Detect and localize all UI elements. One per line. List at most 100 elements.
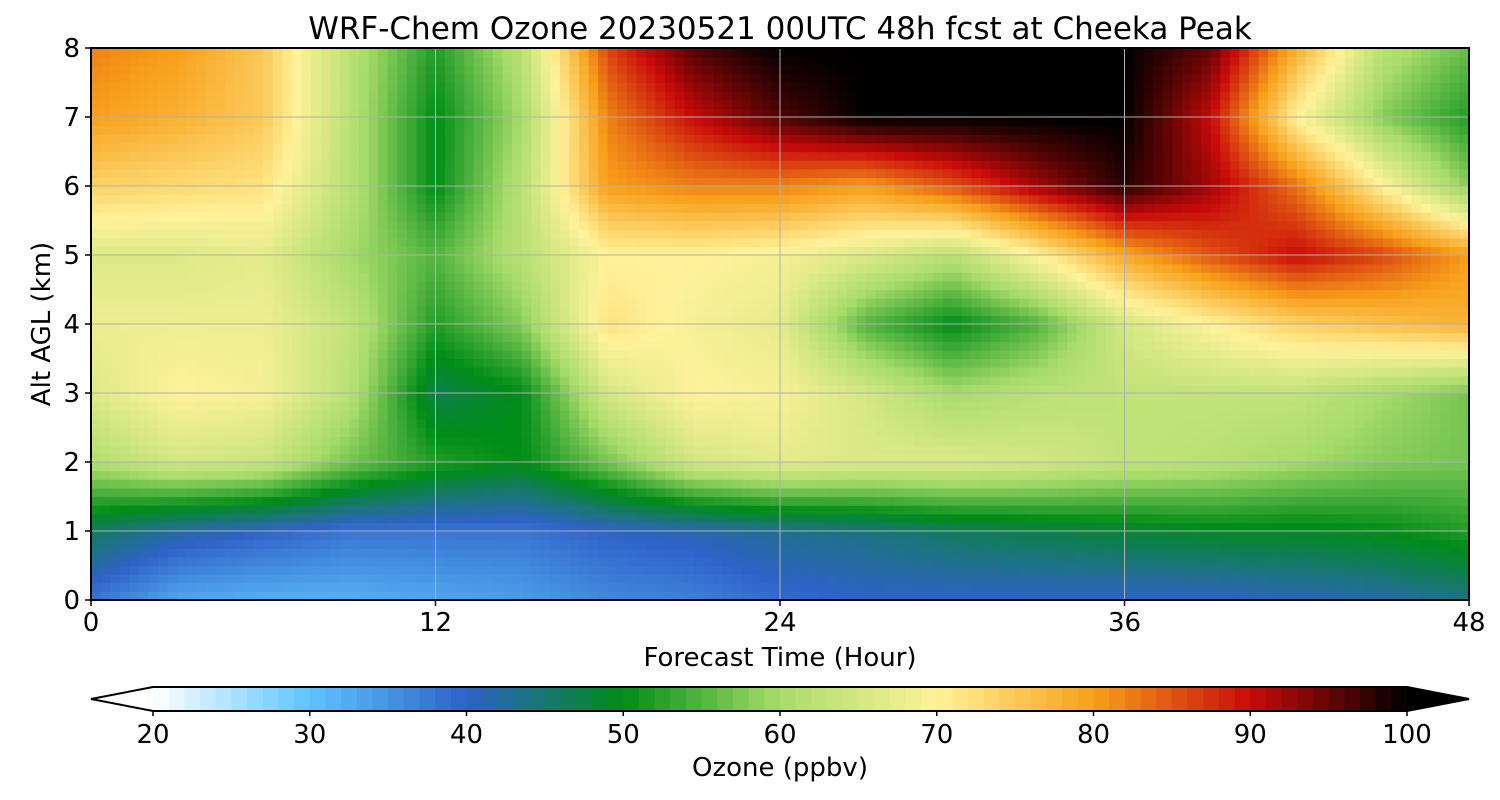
heat-cell <box>799 427 810 437</box>
heat-cell <box>339 556 350 567</box>
heat-cell <box>454 453 465 463</box>
heat-cell <box>1009 427 1020 437</box>
heat-cell <box>741 470 752 480</box>
heat-cell <box>741 393 752 403</box>
heat-cell <box>358 367 370 377</box>
heat-cell <box>1296 393 1307 403</box>
heat-cell <box>923 436 934 446</box>
heat-cell <box>1000 513 1011 523</box>
heat-cell <box>1181 410 1193 420</box>
heat-cell <box>808 556 819 567</box>
heat-cell <box>100 522 111 532</box>
heat-cell <box>502 401 513 411</box>
heat-cell <box>272 315 283 325</box>
heat-cell <box>789 479 800 489</box>
heat-cell <box>751 367 762 377</box>
heat-cell <box>703 410 714 420</box>
heat-cell <box>531 479 542 489</box>
heat-cell <box>186 427 197 437</box>
heat-cell <box>1440 384 1451 394</box>
heat-cell <box>119 436 130 446</box>
heat-cell <box>1277 427 1288 437</box>
heat-cell <box>1459 487 1469 498</box>
heat-cell <box>646 591 657 600</box>
heat-cell <box>406 591 417 600</box>
heat-cell <box>1076 479 1087 489</box>
heat-cell <box>1382 556 1394 567</box>
heat-cell <box>1315 591 1327 600</box>
heat-cell <box>445 375 456 385</box>
heat-cell <box>894 513 905 523</box>
heat-cell <box>617 574 628 584</box>
heat-cell <box>1105 591 1116 600</box>
heat-cell <box>674 479 685 489</box>
heat-cell <box>579 375 590 385</box>
heat-cell <box>483 401 494 411</box>
heat-cell <box>655 531 666 541</box>
heat-cell <box>1449 556 1461 567</box>
heat-cell <box>234 358 245 368</box>
heat-cell <box>923 324 934 334</box>
heat-cell <box>866 298 877 308</box>
heat-cell <box>244 522 255 532</box>
heat-cell <box>1095 582 1106 592</box>
heat-cell <box>129 453 140 463</box>
heat-cell <box>1172 591 1183 600</box>
heat-cell <box>1047 418 1059 429</box>
heat-cell <box>579 315 590 325</box>
heat-cell <box>732 332 743 342</box>
heat-cell <box>1392 453 1403 463</box>
heat-cell <box>1143 358 1154 368</box>
heat-cell <box>416 427 427 437</box>
heat-cell <box>904 531 915 541</box>
heat-cell <box>913 487 925 498</box>
heat-cell <box>799 418 810 429</box>
heat-cell <box>91 444 102 454</box>
heat-cell <box>875 505 886 515</box>
heat-cell <box>1258 367 1269 377</box>
heat-cell <box>856 401 867 411</box>
heat-cell <box>531 367 542 377</box>
heat-cell <box>894 393 905 403</box>
heat-cell <box>559 358 571 368</box>
heat-cell <box>253 582 264 592</box>
heat-cell <box>416 513 427 523</box>
heat-cell <box>1335 384 1346 394</box>
heat-cell <box>1105 470 1116 480</box>
heat-cell <box>1306 332 1317 342</box>
heat-cell <box>1019 418 1030 429</box>
heat-cell <box>272 487 283 498</box>
heat-cell <box>1430 418 1441 429</box>
heat-cell <box>311 487 322 498</box>
heat-cell <box>1076 375 1087 385</box>
heat-cell <box>1440 306 1451 316</box>
heat-cell <box>416 375 427 385</box>
heat-cell <box>1047 341 1059 351</box>
heat-cell <box>129 531 140 541</box>
heat-cell <box>244 531 255 541</box>
heat-cell <box>732 349 743 360</box>
heat-cell <box>215 479 226 489</box>
heat-cell <box>1335 367 1346 377</box>
heat-cell <box>655 453 666 463</box>
heat-cell <box>598 479 609 489</box>
heat-cell <box>138 324 150 334</box>
heat-cell <box>483 349 494 360</box>
heat-cell <box>1076 565 1087 575</box>
heat-cell <box>502 496 513 506</box>
heat-cell <box>1210 341 1221 351</box>
heat-cell <box>301 470 312 480</box>
heat-cell <box>282 367 293 377</box>
heat-cell <box>100 349 111 360</box>
heat-cell <box>588 410 599 420</box>
heat-cell <box>502 565 513 575</box>
heat-cell <box>167 531 178 541</box>
heat-cell <box>1287 548 1298 558</box>
heat-cell <box>1124 436 1135 446</box>
heat-cell <box>1057 367 1068 377</box>
heat-cell <box>1009 298 1020 308</box>
heat-cell <box>579 574 590 584</box>
heat-cell <box>818 470 829 480</box>
heat-cell <box>502 539 513 549</box>
heat-cell <box>358 375 370 385</box>
